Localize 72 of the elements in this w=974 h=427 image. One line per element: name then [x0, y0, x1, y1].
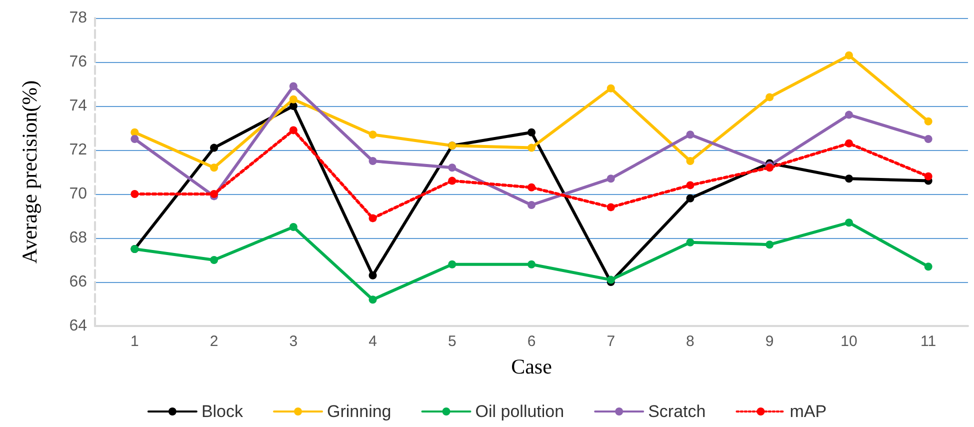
x-tick-label: 8: [686, 333, 694, 350]
y-tick-label: 76: [69, 54, 88, 70]
point: [368, 130, 377, 139]
point: [210, 190, 218, 198]
point: [210, 144, 218, 152]
point: [686, 157, 694, 165]
x-tick-label: 3: [289, 333, 298, 350]
legend-label: Scratch: [648, 402, 706, 421]
legend-label: mAP: [790, 402, 827, 421]
x-tick-label: 10: [840, 333, 858, 350]
point: [844, 218, 853, 227]
point: [289, 223, 298, 231]
point: [924, 172, 932, 180]
point: [606, 174, 615, 183]
legend-label: Block: [201, 402, 244, 421]
point: [844, 174, 853, 183]
point: [924, 117, 932, 126]
point: [528, 260, 536, 268]
point: [844, 139, 853, 148]
point: [528, 183, 536, 192]
point: [448, 164, 456, 172]
point: [766, 93, 774, 102]
point: [289, 82, 298, 90]
point: [606, 84, 615, 92]
x-tick-label: 11: [920, 333, 936, 350]
point: [766, 240, 774, 249]
point: [686, 238, 694, 246]
point: [528, 144, 536, 152]
y-tick-label: 72: [69, 142, 88, 158]
point: [289, 102, 298, 110]
y-tick-label: 78: [69, 10, 88, 26]
legend-label: Grinning: [327, 402, 392, 421]
x-tick-label: 2: [210, 333, 218, 350]
point: [130, 128, 139, 136]
point: [686, 194, 694, 202]
point: [844, 110, 853, 119]
y-tick-label: 64: [69, 318, 88, 334]
x-tick-label: 6: [527, 333, 536, 350]
x-axis-title: Case: [511, 354, 552, 378]
point: [289, 95, 298, 104]
point: [289, 126, 298, 134]
legend-label: Oil pollution: [475, 402, 564, 421]
point: [210, 256, 218, 264]
x-tick-label: 5: [448, 333, 456, 350]
point: [368, 296, 377, 304]
point: [210, 164, 218, 172]
point: [368, 214, 377, 222]
y-tick-label: 66: [69, 274, 88, 290]
point: [448, 260, 456, 268]
point: [766, 164, 774, 172]
y-tick-label: 68: [69, 230, 88, 246]
y-tick-label: 74: [69, 98, 88, 114]
point: [130, 190, 139, 198]
point: [686, 130, 694, 139]
x-tick-label: 7: [606, 333, 616, 350]
y-tick-label: 70: [69, 186, 88, 202]
point: [844, 51, 853, 60]
point: [924, 135, 932, 143]
point: [924, 262, 932, 271]
point: [528, 201, 536, 209]
x-tick-label: 4: [368, 333, 377, 350]
point: [686, 181, 694, 190]
x-tick-label: 9: [765, 333, 774, 350]
point: [606, 276, 615, 284]
point: [368, 157, 377, 165]
point: [528, 128, 536, 136]
point: [448, 176, 456, 185]
y-axis-title: Average precision(%): [18, 80, 42, 264]
point: [130, 135, 139, 143]
point: [606, 203, 615, 212]
point: [368, 271, 377, 280]
x-tick-label: 1: [130, 333, 139, 350]
